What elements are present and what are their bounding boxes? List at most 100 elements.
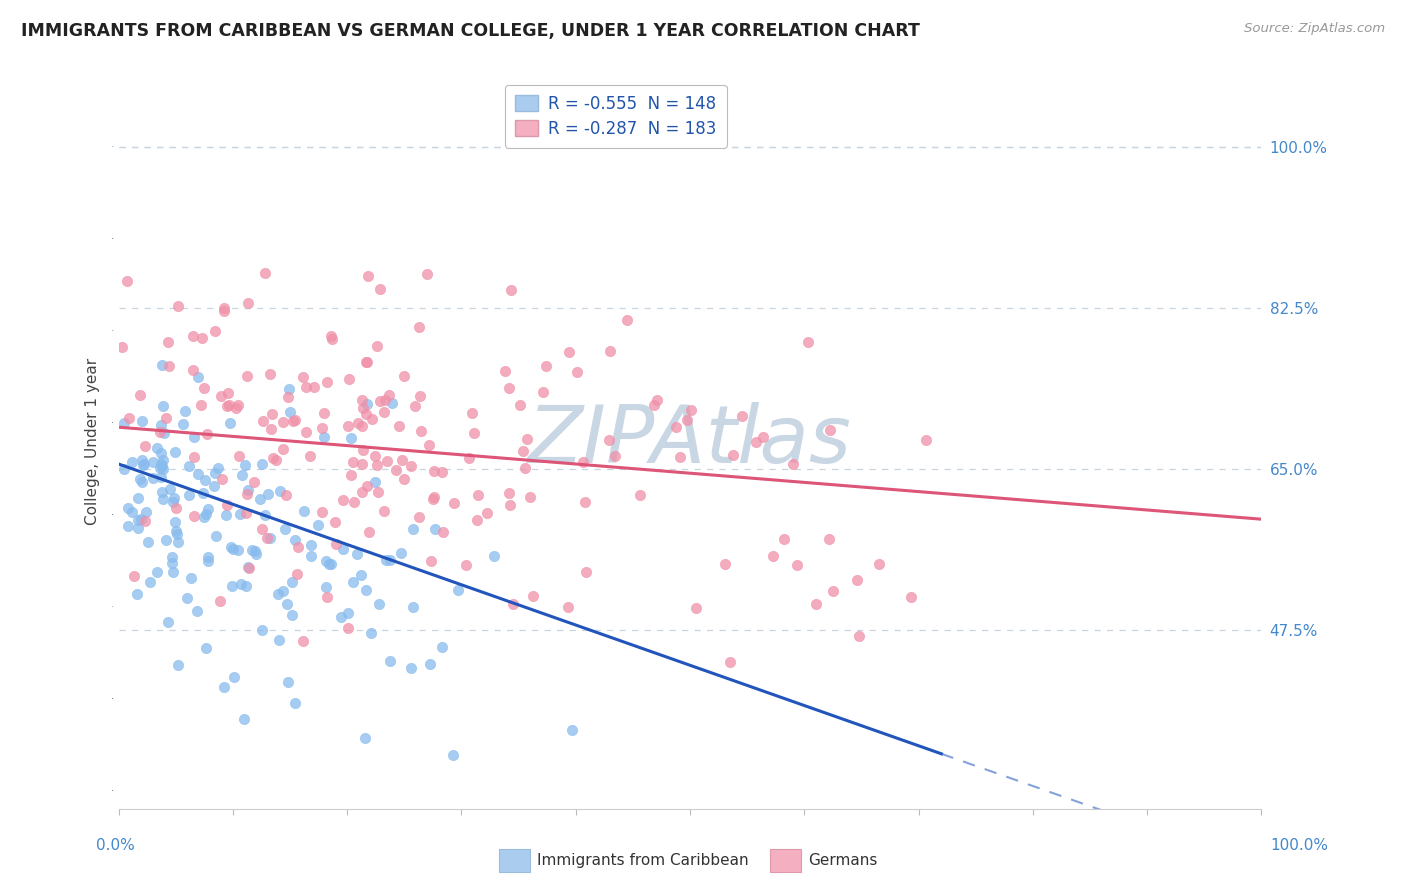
Point <box>499 283 522 297</box>
Point <box>219 416 242 430</box>
Point <box>271 416 294 430</box>
Point <box>121 505 143 519</box>
Point <box>127 521 149 535</box>
Point <box>212 680 235 694</box>
Point <box>287 540 309 554</box>
Point <box>423 490 446 504</box>
Point <box>278 405 301 419</box>
Point <box>350 457 373 471</box>
Point <box>332 493 354 508</box>
Point <box>284 696 307 710</box>
Point <box>430 465 453 479</box>
Point <box>150 446 173 460</box>
Point <box>187 467 209 482</box>
Point <box>366 458 388 472</box>
Point <box>454 558 477 572</box>
Point <box>134 515 156 529</box>
Text: IMMIGRANTS FROM CARIBBEAN VS GERMAN COLLEGE, UNDER 1 YEAR CORRELATION CHART: IMMIGRANTS FROM CARIBBEAN VS GERMAN COLL… <box>21 22 920 40</box>
Point <box>422 492 444 507</box>
Point <box>285 566 308 581</box>
Point <box>193 510 215 524</box>
Point <box>868 557 890 571</box>
Point <box>668 450 690 464</box>
Point <box>195 641 218 656</box>
Point <box>364 475 387 490</box>
Point <box>304 380 326 394</box>
Point <box>786 558 808 573</box>
Point <box>645 392 668 407</box>
Point <box>257 486 280 500</box>
Point <box>242 475 264 490</box>
Point <box>389 546 412 560</box>
Point <box>352 485 374 500</box>
Point <box>222 541 245 556</box>
Point <box>236 483 259 497</box>
Point <box>127 513 149 527</box>
Point <box>156 335 179 350</box>
Point <box>467 488 489 502</box>
Point <box>321 328 343 343</box>
Point <box>443 496 465 510</box>
Point <box>354 731 377 745</box>
Point <box>150 417 173 432</box>
Point <box>276 488 298 502</box>
Point <box>402 522 425 536</box>
Point <box>187 370 209 384</box>
Point <box>419 554 441 568</box>
Point <box>212 303 235 318</box>
Point <box>149 425 172 439</box>
Point <box>267 587 290 601</box>
Point <box>373 405 395 419</box>
Point <box>312 430 335 444</box>
Point <box>249 491 271 506</box>
Point <box>125 587 148 601</box>
Point <box>274 522 297 536</box>
Point <box>253 266 276 280</box>
Point <box>149 457 172 471</box>
Text: 100.0%: 100.0% <box>1271 838 1329 853</box>
Point <box>425 522 447 536</box>
Point <box>236 487 259 501</box>
Point <box>132 458 155 472</box>
Point <box>628 488 651 502</box>
Text: ZIPAtlas: ZIPAtlas <box>529 402 852 480</box>
Point <box>404 399 426 413</box>
Point <box>243 544 266 558</box>
Point <box>318 558 340 572</box>
Point <box>262 450 284 465</box>
Legend: R = -0.555  N = 148, R = -0.287  N = 183: R = -0.555 N = 148, R = -0.287 N = 183 <box>505 85 727 148</box>
Point <box>463 426 485 441</box>
Point <box>228 542 250 557</box>
Point <box>366 339 388 353</box>
Point <box>131 452 153 467</box>
Point <box>152 461 174 475</box>
Point <box>307 517 329 532</box>
Point <box>498 381 520 395</box>
Point <box>183 329 205 343</box>
Point <box>374 393 396 408</box>
Point <box>280 608 302 623</box>
Point <box>127 491 149 505</box>
Point <box>181 363 204 377</box>
Point <box>399 660 422 674</box>
Point <box>284 413 307 427</box>
Point <box>605 449 627 463</box>
Point <box>352 443 374 458</box>
Point <box>356 397 378 411</box>
Point <box>416 268 439 282</box>
Point <box>301 549 323 563</box>
Point <box>914 434 936 448</box>
Point <box>522 589 544 603</box>
Point <box>162 556 184 570</box>
Point <box>260 422 283 436</box>
Point <box>457 451 479 466</box>
Point <box>214 508 236 522</box>
Point <box>447 582 470 597</box>
Point <box>284 533 307 547</box>
Point <box>364 449 387 463</box>
Point <box>195 426 218 441</box>
Point <box>329 609 352 624</box>
Point <box>370 282 392 296</box>
Point <box>204 324 226 338</box>
Point <box>122 569 145 583</box>
